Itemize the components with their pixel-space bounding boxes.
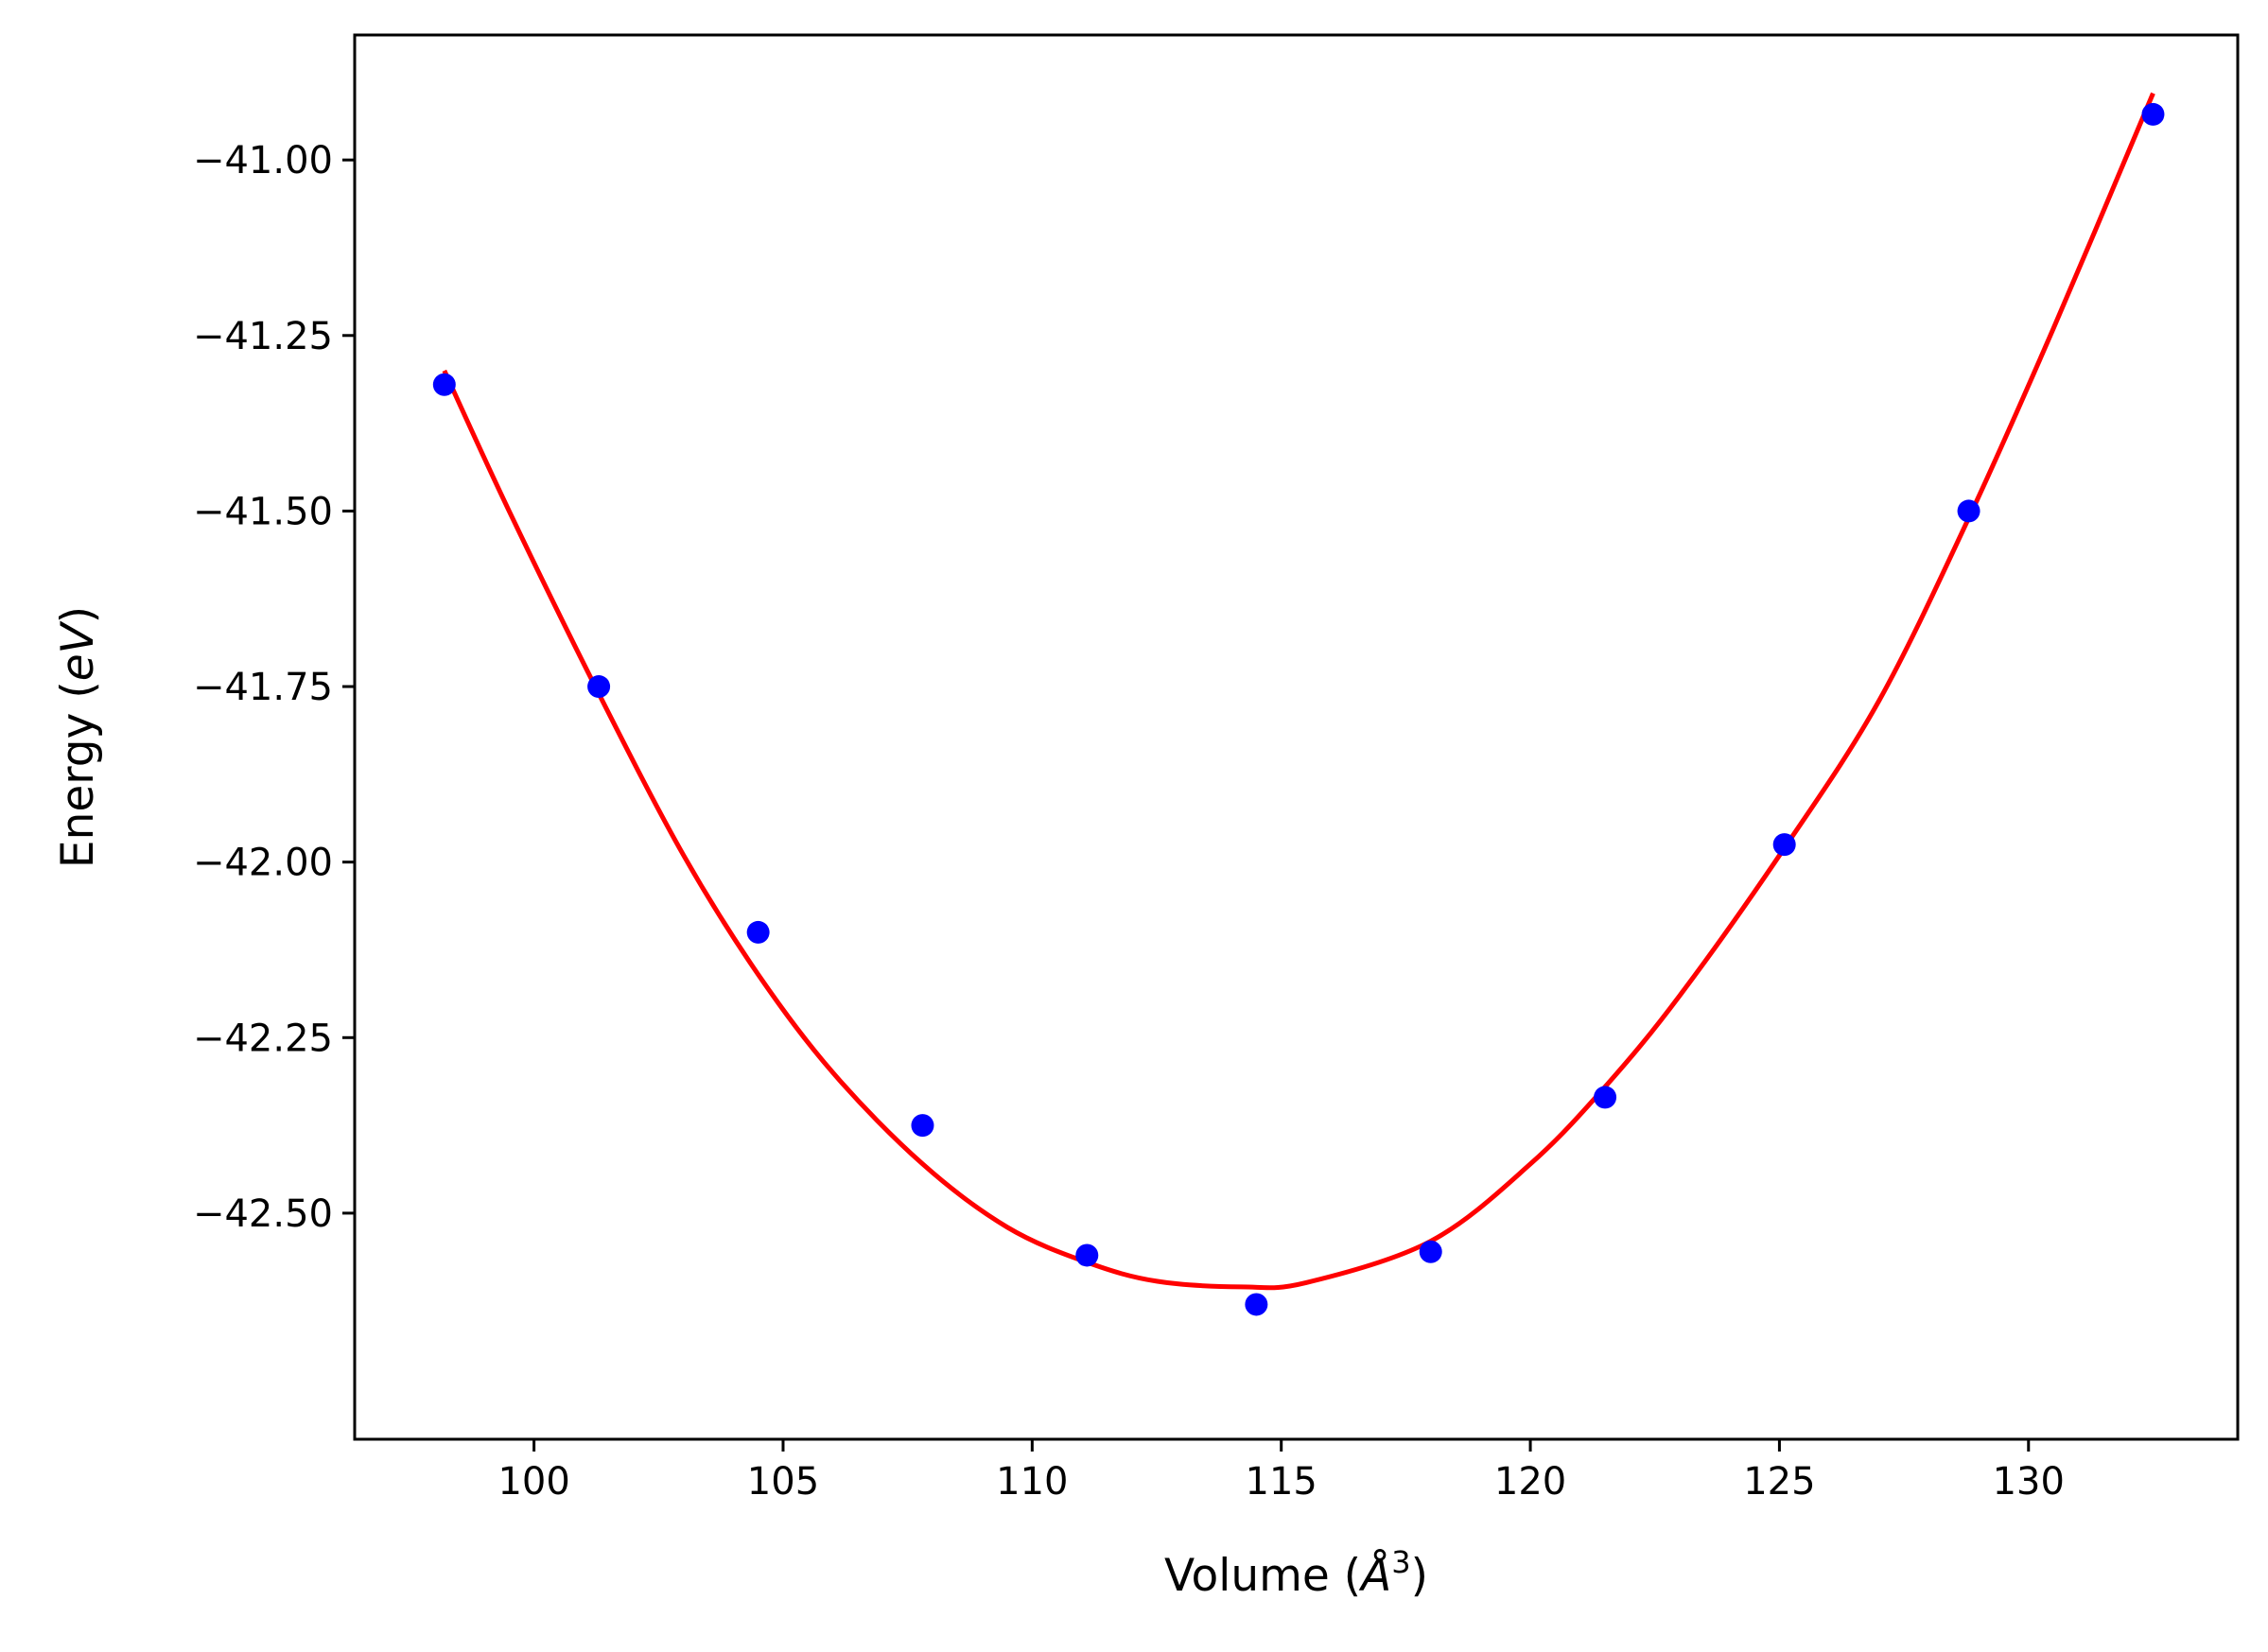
data-point [1245,1293,1268,1316]
y-tick-label: −41.25 [193,315,333,358]
data-point [1594,1086,1617,1109]
data-point [911,1114,934,1138]
x-axis-unit-exponent: 3 [1391,1544,1410,1580]
data-point [746,920,770,944]
y-tick-label: −42.50 [193,1192,333,1236]
x-axis-title: Volume (Å3) [1164,1544,1428,1602]
x-tick-label: 115 [1246,1460,1317,1504]
x-tick-label: 100 [497,1460,569,1504]
x-tick-label: 120 [1494,1460,1566,1504]
y-tick-label: −41.75 [193,666,333,709]
x-tick-label: 105 [747,1460,819,1504]
y-axis-title: Energy (eV) [52,606,104,868]
y-tick-label: −41.00 [193,139,333,183]
data-point [1419,1240,1442,1263]
data-point [1772,833,1796,857]
data-point [1957,499,1980,523]
y-axis-label-text: Energy [52,713,104,869]
x-tick-label: 130 [1993,1460,2065,1504]
y-tick-label: −41.50 [193,490,333,533]
data-point [1075,1243,1099,1267]
fit-curve [442,92,2155,1291]
data-point [587,675,611,699]
y-tick-label: −42.00 [193,842,333,885]
x-axis-ticks: 100 105 110 115 120 125 130 [497,1439,2065,1504]
data-points-layer [432,102,2165,1316]
x-tick-label: 125 [1743,1460,1815,1504]
y-axis-unit: eV [52,620,104,681]
x-axis-unit-base: Å [1358,1550,1391,1602]
plot-frame [353,33,2240,1441]
x-axis-label-text: Volume [1164,1550,1330,1602]
fit-curve-layer [442,92,2155,1291]
data-point [2141,102,2165,126]
data-point [432,373,456,396]
y-axis-ticks: −41.00 −41.25 −41.50 −41.75 −42.00 −42.25 −42.… [193,139,355,1236]
y-tick-label: −42.25 [193,1017,333,1060]
x-tick-label: 110 [996,1460,1068,1504]
